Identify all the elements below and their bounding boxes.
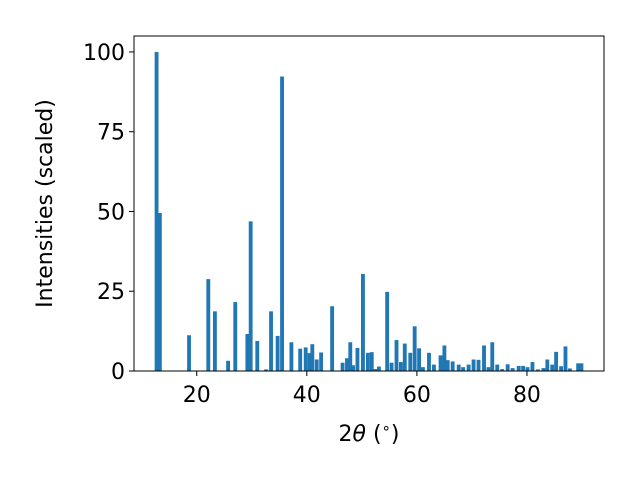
x-axis-label-symbol: θ	[352, 422, 366, 447]
bar	[289, 342, 294, 371]
bar	[563, 346, 568, 371]
bar	[417, 348, 422, 371]
bar	[421, 367, 425, 371]
bar	[355, 348, 360, 371]
y-tick-label: 50	[97, 200, 125, 225]
bar	[212, 311, 217, 371]
bar	[482, 345, 486, 371]
bar	[402, 343, 407, 371]
bar	[471, 359, 476, 371]
x-tick-label: 40	[293, 383, 321, 408]
bar	[385, 291, 390, 371]
bar	[408, 352, 413, 371]
bar	[226, 360, 231, 371]
bar	[248, 221, 253, 371]
bar	[298, 348, 303, 371]
bar	[438, 355, 443, 371]
bar	[314, 359, 319, 371]
bar	[373, 369, 377, 371]
bar	[461, 367, 466, 371]
bar	[307, 353, 312, 371]
bar	[495, 364, 500, 371]
bar	[269, 311, 273, 371]
bar	[450, 361, 455, 371]
bar	[442, 345, 447, 371]
bar	[330, 306, 335, 371]
y-axis-label: Intensities (scaled)	[33, 99, 58, 308]
bar	[280, 76, 284, 372]
bar	[264, 369, 269, 371]
bar	[541, 368, 546, 371]
bar	[389, 362, 394, 371]
bar	[245, 333, 250, 371]
bar	[369, 352, 374, 371]
bar	[576, 363, 581, 371]
bar	[500, 369, 505, 371]
bar	[361, 274, 365, 371]
y-axis: 0 25 50 75 100	[83, 41, 134, 385]
bar	[559, 366, 563, 371]
plot-frame	[133, 35, 605, 372]
bar	[505, 364, 510, 371]
bar	[303, 347, 308, 371]
bar	[319, 352, 324, 371]
x-axis-label-prefix: 2	[338, 422, 352, 447]
bar	[521, 365, 526, 371]
x-tick-label: 80	[513, 383, 541, 408]
bar	[554, 351, 559, 371]
y-tick-label: 100	[83, 41, 125, 66]
bar	[466, 364, 471, 371]
bar	[275, 335, 280, 371]
bar	[486, 367, 491, 371]
bar	[579, 363, 584, 371]
bar	[432, 364, 436, 371]
x-axis-label: 2θ (∘)	[338, 419, 399, 447]
y-tick-label: 75	[97, 121, 125, 146]
y-tick-label: 25	[97, 280, 125, 305]
bar	[255, 341, 260, 371]
bar	[456, 364, 461, 371]
bar	[376, 366, 381, 371]
bar	[490, 342, 495, 371]
bar	[530, 362, 535, 371]
x-tick-label: 20	[183, 383, 211, 408]
x-axis-label-unit: ∘	[382, 419, 391, 437]
bar	[516, 365, 521, 371]
bar	[476, 359, 481, 371]
bar	[310, 344, 315, 371]
bar	[510, 368, 515, 371]
x-tick-label: 60	[403, 383, 431, 408]
bar	[398, 362, 403, 371]
bar	[550, 364, 555, 371]
bar	[157, 213, 162, 371]
x-axis-label-close: )	[391, 422, 400, 447]
bar	[536, 369, 540, 371]
bar	[206, 279, 211, 371]
bars-group	[154, 51, 584, 372]
bar	[340, 362, 345, 371]
bar	[348, 342, 353, 371]
bar	[525, 367, 530, 371]
y-tick-label: 0	[111, 360, 125, 385]
bar	[567, 368, 572, 371]
bar	[545, 359, 550, 371]
bar	[412, 326, 417, 371]
bar	[365, 352, 370, 371]
bar	[233, 302, 238, 371]
bar	[445, 360, 450, 371]
x-axis: 20 40 60 80	[183, 371, 541, 408]
bar	[394, 340, 399, 371]
bar	[351, 365, 355, 371]
x-axis-label-open: (	[366, 422, 382, 447]
bar	[187, 335, 191, 371]
bar	[154, 51, 159, 371]
bar	[427, 352, 431, 371]
bar	[345, 358, 349, 371]
